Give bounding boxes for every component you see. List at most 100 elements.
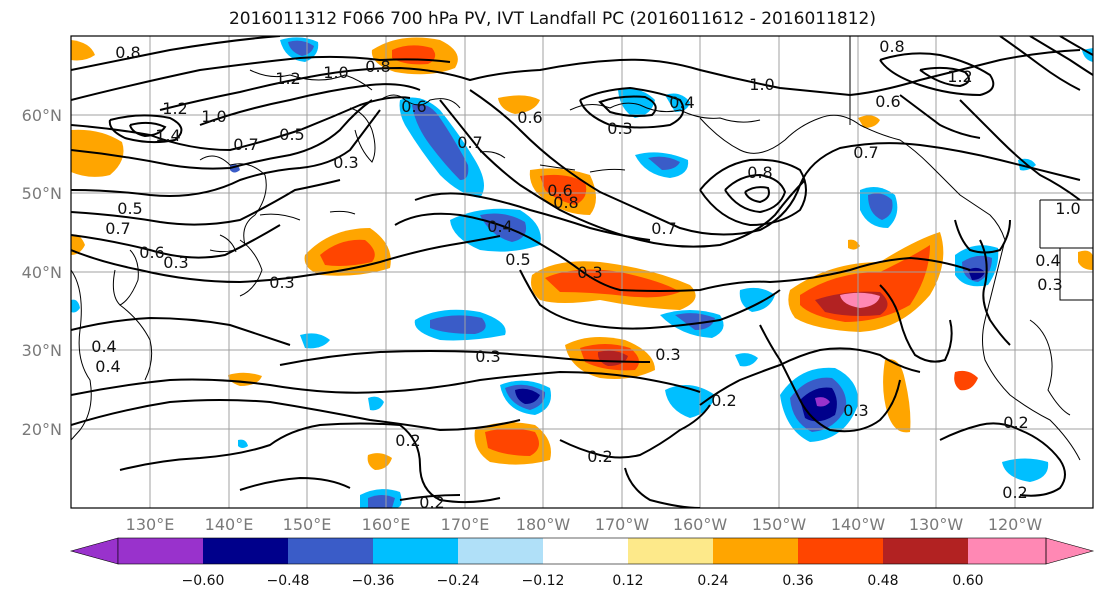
contour-label: 0.2 (711, 391, 736, 410)
contour-label: 0.3 (333, 153, 358, 172)
negative-anomaly (968, 267, 985, 280)
negative-anomaly (480, 213, 527, 242)
negative-anomaly (868, 193, 893, 220)
colorbar-bin (458, 538, 543, 564)
contour-label: 1.0 (749, 75, 774, 94)
contour-label: 1.2 (947, 67, 972, 86)
positive-anomaly (71, 40, 95, 61)
contour-label: 0.6 (547, 181, 572, 200)
contour-label: 0.6 (139, 243, 164, 262)
colorbar-bin (883, 538, 968, 564)
positive-anomaly (540, 174, 587, 205)
longitude-label: 150°E (282, 515, 332, 534)
contour-label: 0.4 (487, 217, 512, 236)
latitude-label: 20°N (21, 420, 62, 439)
longitude-label: 140°W (830, 515, 886, 534)
contour-label: 0.6 (517, 108, 542, 127)
colorbar-tick-label: −0.12 (521, 573, 565, 589)
contour-label: 0.2 (1002, 483, 1027, 502)
colorbar (69, 537, 1095, 565)
colorbar-tick-label: 0.12 (612, 573, 644, 589)
longitude-label: 170°E (440, 515, 490, 534)
colorbar-bin (288, 538, 373, 564)
contour-label: 0.8 (115, 43, 140, 62)
contour-label: 0.3 (607, 119, 632, 138)
colorbar-bin (798, 538, 883, 564)
contour-label: 1.0 (323, 63, 348, 82)
negative-anomaly (430, 315, 486, 334)
negative-anomaly (515, 388, 540, 404)
colorbar-bin (628, 538, 713, 564)
contour-label: 0.3 (475, 347, 500, 366)
contour-label: 0.7 (105, 219, 130, 238)
contour-label: 0.3 (269, 273, 294, 292)
contour-label: 1.0 (201, 107, 226, 126)
colorbar-tick-label: 0.36 (782, 573, 814, 589)
longitude-label: 130°W (908, 515, 964, 534)
negative-anomaly (735, 353, 758, 367)
colorbar-tick-label: 0.60 (952, 573, 984, 589)
positive-anomaly (485, 428, 539, 456)
negative-anomaly (665, 385, 715, 418)
negative-anomaly (815, 397, 830, 407)
positive-anomaly (498, 95, 540, 114)
colorbar-tick-label: 0.24 (697, 573, 729, 589)
colorbar-extend-high (1045, 537, 1095, 565)
colorbar-bin (713, 538, 798, 564)
positive-anomaly (858, 115, 880, 128)
contour-label: 1.4 (155, 126, 180, 145)
colorbar-tick-label: −0.36 (351, 573, 395, 589)
colorbar-bin (543, 538, 628, 564)
contour-label: 0.6 (401, 97, 426, 116)
colorbar-bin (118, 538, 203, 564)
positive-anomaly (320, 239, 375, 266)
negative-anomaly (412, 103, 469, 180)
longitude-label: 180°W (515, 515, 571, 534)
longitude-label: 160°W (672, 515, 728, 534)
latitude-label: 40°N (21, 263, 62, 282)
contour-label: 0.4 (669, 93, 694, 112)
contour-label: 1.0 (1055, 199, 1080, 218)
positive-anomaly (954, 370, 978, 391)
contour-label: 0.3 (163, 253, 188, 272)
contour-label: 0.8 (879, 37, 904, 56)
contour-label: 0.7 (853, 143, 878, 162)
contour-label: 0.4 (95, 357, 120, 376)
longitude-label: 170°W (594, 515, 650, 534)
contour-label: 0.8 (553, 193, 578, 212)
contour-label: 0.8 (365, 57, 390, 76)
latitude-label: 60°N (21, 106, 62, 125)
pv-contours (71, 36, 1093, 508)
contour-label: 0.7 (233, 135, 258, 154)
negative-anomaly (368, 396, 384, 411)
contour-label: 0.3 (843, 401, 868, 420)
contour-labels: 0.8 1.2 1.0 0.8 1.2 1.4 1.0 0.7 0.5 0.3 … (91, 37, 1080, 508)
longitude-label: 130°E (125, 515, 175, 534)
colorbar-tick-label: −0.60 (181, 573, 225, 589)
latitude-label: 30°N (21, 341, 62, 360)
colorbar-tick-label: 0.48 (867, 573, 899, 589)
positive-anomaly (883, 359, 911, 433)
map-frame (70, 35, 1094, 509)
positive-anomaly (1078, 250, 1093, 270)
contour-label: 0.3 (655, 345, 680, 364)
negative-anomaly (675, 313, 715, 330)
colorbar-extend-low (69, 537, 119, 565)
latitude-label: 50°N (21, 184, 62, 203)
longitude-label: 120°W (987, 515, 1043, 534)
contour-label: 0.6 (875, 92, 900, 111)
contour-label: 0.3 (1037, 275, 1062, 294)
negative-anomaly (368, 495, 395, 508)
colorbar-tick-label: −0.48 (266, 573, 310, 589)
contour-label: 0.7 (651, 219, 676, 238)
colorbar-bin (203, 538, 288, 564)
contour-label: 0.2 (587, 447, 612, 466)
map-title: 2016011312 F066 700 hPa PV, IVT Landfall… (228, 9, 876, 29)
contour-label: 0.2 (1003, 413, 1028, 432)
colorbar-bin (373, 538, 458, 564)
longitude-label: 150°W (751, 515, 807, 534)
negative-anomaly (739, 287, 775, 312)
contour-label: 1.2 (162, 99, 187, 118)
longitude-label: 140°E (204, 515, 254, 534)
